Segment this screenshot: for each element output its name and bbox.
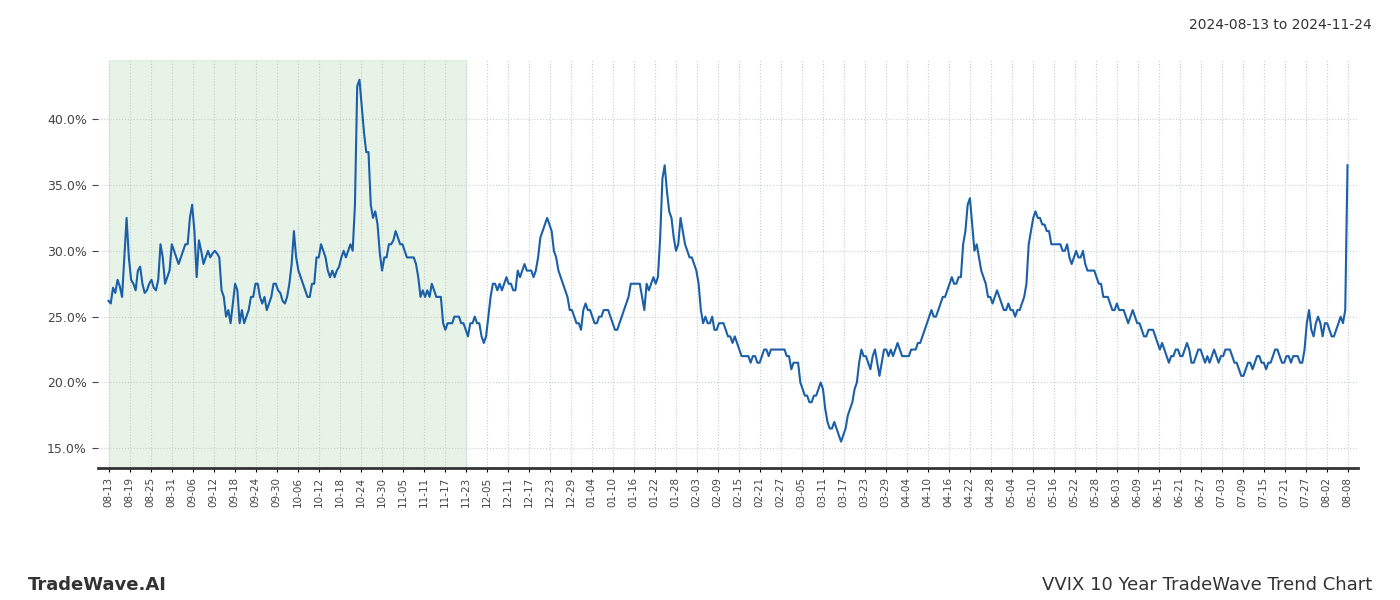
Text: VVIX 10 Year TradeWave Trend Chart: VVIX 10 Year TradeWave Trend Chart bbox=[1042, 576, 1372, 594]
Text: TradeWave.AI: TradeWave.AI bbox=[28, 576, 167, 594]
Text: 2024-08-13 to 2024-11-24: 2024-08-13 to 2024-11-24 bbox=[1189, 18, 1372, 32]
Bar bbox=[109, 60, 465, 468]
